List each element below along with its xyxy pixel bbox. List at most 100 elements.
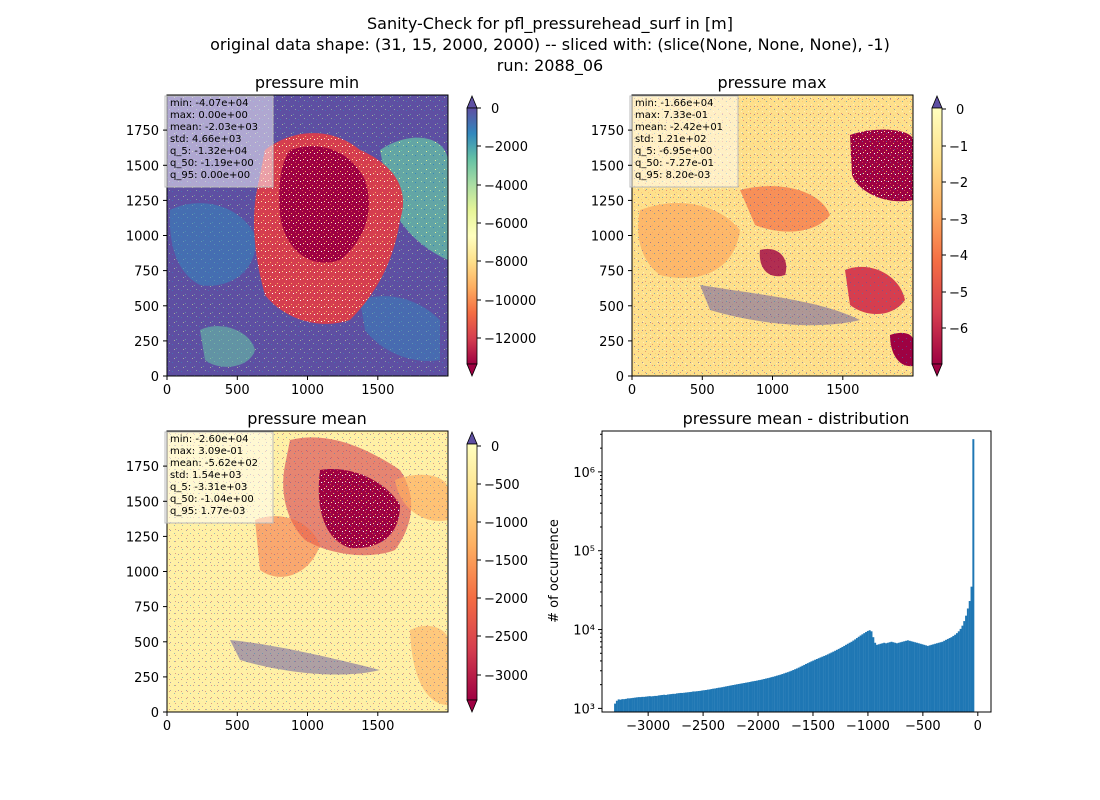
y-tick-label: 1000 — [126, 566, 159, 581]
histogram-bar — [686, 692, 689, 712]
y-tick-label: 750 — [134, 265, 159, 280]
histogram-bar — [845, 644, 848, 712]
y-tick-label: 500 — [134, 300, 159, 315]
histogram-bar — [697, 691, 700, 712]
histogram-bar — [834, 650, 837, 712]
histogram-bar — [968, 601, 971, 712]
histogram-bar — [630, 698, 633, 712]
histogram-bar — [788, 671, 791, 712]
histogram-bar — [828, 653, 831, 712]
colorbar-tick-label: −1500 — [484, 554, 528, 569]
histogram-bar — [843, 645, 846, 712]
stats-line: q_5: -3.31e+03 — [170, 482, 247, 493]
stats-line: q_50: -1.04e+00 — [170, 494, 254, 505]
x-tick-label: 500 — [225, 383, 250, 398]
histogram-bar — [972, 439, 975, 712]
histogram-bar — [815, 659, 818, 712]
histogram-bar — [868, 630, 871, 712]
histogram-bar — [946, 638, 949, 712]
histogram-bar — [710, 689, 713, 712]
histogram-bar — [741, 683, 744, 712]
histogram-bar — [810, 661, 813, 712]
panel-pressure-mean: pressure mean min: -2.60e+04 max: 3.09e-… — [126, 409, 528, 734]
y-tick-label: 250 — [134, 335, 159, 350]
histogram-bar — [846, 643, 849, 712]
histogram-bar — [766, 678, 769, 712]
x-tick-label: 500 — [690, 383, 715, 398]
histogram-bar — [866, 630, 869, 712]
y-axis-label: # of occurrence — [547, 519, 562, 623]
histogram-bar — [739, 683, 742, 712]
histogram-bar — [837, 648, 840, 712]
histogram-bar — [872, 637, 875, 712]
stats-line: std: 4.66e+03 — [170, 134, 242, 145]
histogram-bar — [694, 691, 697, 712]
histogram-bar — [855, 638, 858, 712]
x-tick-label: −1000 — [846, 719, 890, 734]
histogram-bar — [614, 703, 617, 712]
histogram-bar — [852, 640, 855, 712]
histogram-bar — [765, 678, 767, 712]
histogram-bar — [861, 634, 864, 712]
panel-pressure-min: pressure min min: -4.07e+04 max: 0.00e+0… — [126, 73, 536, 398]
histogram-bar — [781, 674, 784, 712]
x-tick-label: 500 — [225, 719, 250, 734]
x-tick-label: 0 — [974, 719, 982, 734]
histogram-bar — [935, 643, 938, 712]
x-axis: 0 500 1000 1500 — [163, 376, 394, 398]
stats-line: min: -4.07e+04 — [170, 98, 249, 109]
histogram-bar — [621, 699, 624, 712]
y-tick-label: 500 — [599, 300, 624, 315]
y-tick-label: 250 — [134, 671, 159, 686]
histogram-bar — [661, 694, 664, 712]
histogram-bar — [899, 642, 902, 712]
histogram-bar — [692, 691, 695, 712]
histogram-bar — [774, 676, 777, 712]
histogram-bar — [772, 676, 775, 712]
histogram-bar — [728, 685, 731, 712]
panel-title: pressure mean - distribution — [683, 409, 910, 428]
histogram-bar — [895, 643, 898, 712]
histogram-bar — [883, 642, 886, 712]
histogram-bar — [723, 686, 726, 712]
histogram-bar — [750, 681, 753, 712]
histogram-bar — [912, 641, 915, 712]
colorbar-tick-label: −3000 — [484, 669, 528, 684]
histogram-bar — [955, 633, 958, 712]
histogram-bar — [770, 677, 773, 712]
histogram-bar — [850, 641, 853, 712]
histogram-bar — [763, 678, 766, 712]
histogram-bar — [659, 695, 662, 712]
histogram-bar — [654, 695, 657, 712]
histogram-bar — [714, 688, 717, 712]
stats-box: min: -4.07e+04 max: 0.00e+00 mean: -2.03… — [164, 95, 274, 188]
y-axis: 0 250 500 750 1000 1250 1500 1750 — [591, 124, 632, 385]
histogram-bar — [821, 656, 824, 712]
colorbar-tick-label: 0 — [956, 103, 964, 118]
histogram-bar — [965, 615, 968, 712]
histogram-bar — [848, 642, 851, 712]
histogram-bar — [803, 664, 806, 712]
histogram-bar — [959, 628, 962, 712]
histogram-bar — [717, 687, 720, 712]
histogram-bar — [650, 696, 653, 712]
histogram-bar — [743, 682, 746, 712]
histogram-bar — [830, 652, 833, 712]
histogram-bar — [665, 694, 667, 712]
colorbar-tick-label: −6 — [949, 322, 968, 337]
colorbar-tick-label: −2 — [949, 176, 968, 191]
plot-frame — [601, 430, 992, 713]
y-tick-label: 1250 — [591, 194, 624, 209]
x-tick-label: 0 — [163, 719, 171, 734]
stats-line: q_5: -1.32e+04 — [170, 146, 247, 157]
histogram-bar — [801, 665, 804, 712]
x-tick-label: 1000 — [291, 383, 324, 398]
histogram-bar — [859, 635, 862, 712]
figure-title-line-1: Sanity-Check for pfl_pressurehead_surf i… — [367, 14, 733, 33]
stats-box: min: -2.60e+04 max: 3.09e-01 mean: -5.62… — [164, 431, 274, 524]
y-tick-label: 1000 — [126, 230, 159, 245]
stats-line: q_95: 8.20e-03 — [635, 170, 710, 181]
y-tick-label: 1750 — [126, 124, 159, 139]
histogram-bar — [641, 696, 644, 712]
